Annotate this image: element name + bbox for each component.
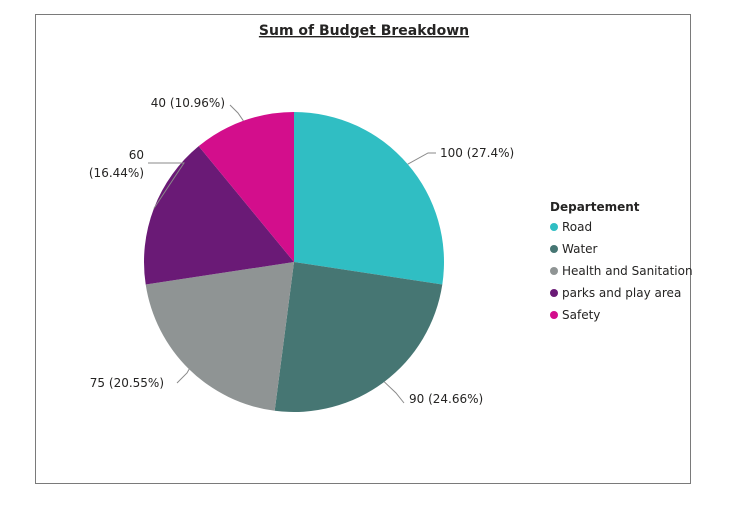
legend-label: parks and play area: [562, 286, 681, 300]
leader-lines: [148, 104, 436, 404]
legend-label: Road: [562, 220, 592, 234]
pie-slice-health-and-sanitation[interactable]: [145, 262, 294, 411]
legend-marker: [550, 245, 558, 253]
legend-label: Safety: [562, 308, 600, 322]
pie-slice-parks-and-play-area[interactable]: [144, 146, 294, 285]
pie-slices: [144, 112, 444, 412]
legend-label: Water: [562, 242, 598, 256]
legend-label: Health and Sanitation: [562, 264, 692, 278]
leader-line: [148, 162, 185, 209]
leader-line: [229, 104, 244, 122]
leader-line: [176, 368, 190, 384]
legend: Departement Road Water Health and Sanitati…: [550, 200, 692, 322]
leader-line: [407, 152, 436, 165]
legend-item-parks-and-play-area[interactable]: parks and play area: [550, 286, 681, 300]
data-label: 90 (24.66%): [409, 392, 483, 406]
legend-item-health-and-sanitation[interactable]: Health and Sanitation: [550, 264, 692, 278]
legend-item-water[interactable]: Water: [550, 242, 598, 256]
legend-marker: [550, 267, 558, 275]
data-labels: 100 (27.4%) 90 (24.66%) 75 (20.55%) 60 (16.4…: [89, 96, 514, 406]
pie-slice-safety[interactable]: [198, 112, 294, 262]
pie-slice-road[interactable]: [294, 112, 444, 285]
pie-chart-visual: Sum of Budget Breakdown 100 (27.4%) 90 (2…: [35, 14, 692, 484]
legend-title: Departement: [550, 200, 640, 214]
pie-slice-water[interactable]: [274, 262, 443, 412]
legend-marker: [550, 289, 558, 297]
chart-title: Sum of Budget Breakdown: [259, 23, 469, 39]
legend-item-road[interactable]: Road: [550, 220, 592, 234]
data-label: 100 (27.4%): [440, 146, 514, 160]
data-label: 40 (10.96%): [151, 96, 225, 110]
pie-chart: Sum of Budget Breakdown 100 (27.4%) 90 (2…: [89, 23, 692, 412]
legend-item-safety[interactable]: Safety: [550, 308, 600, 322]
leader-line: [383, 381, 405, 404]
legend-marker: [550, 311, 558, 319]
data-label: 75 (20.55%): [90, 376, 164, 390]
data-label: 60 (16.44%): [89, 148, 144, 180]
legend-marker: [550, 223, 558, 231]
